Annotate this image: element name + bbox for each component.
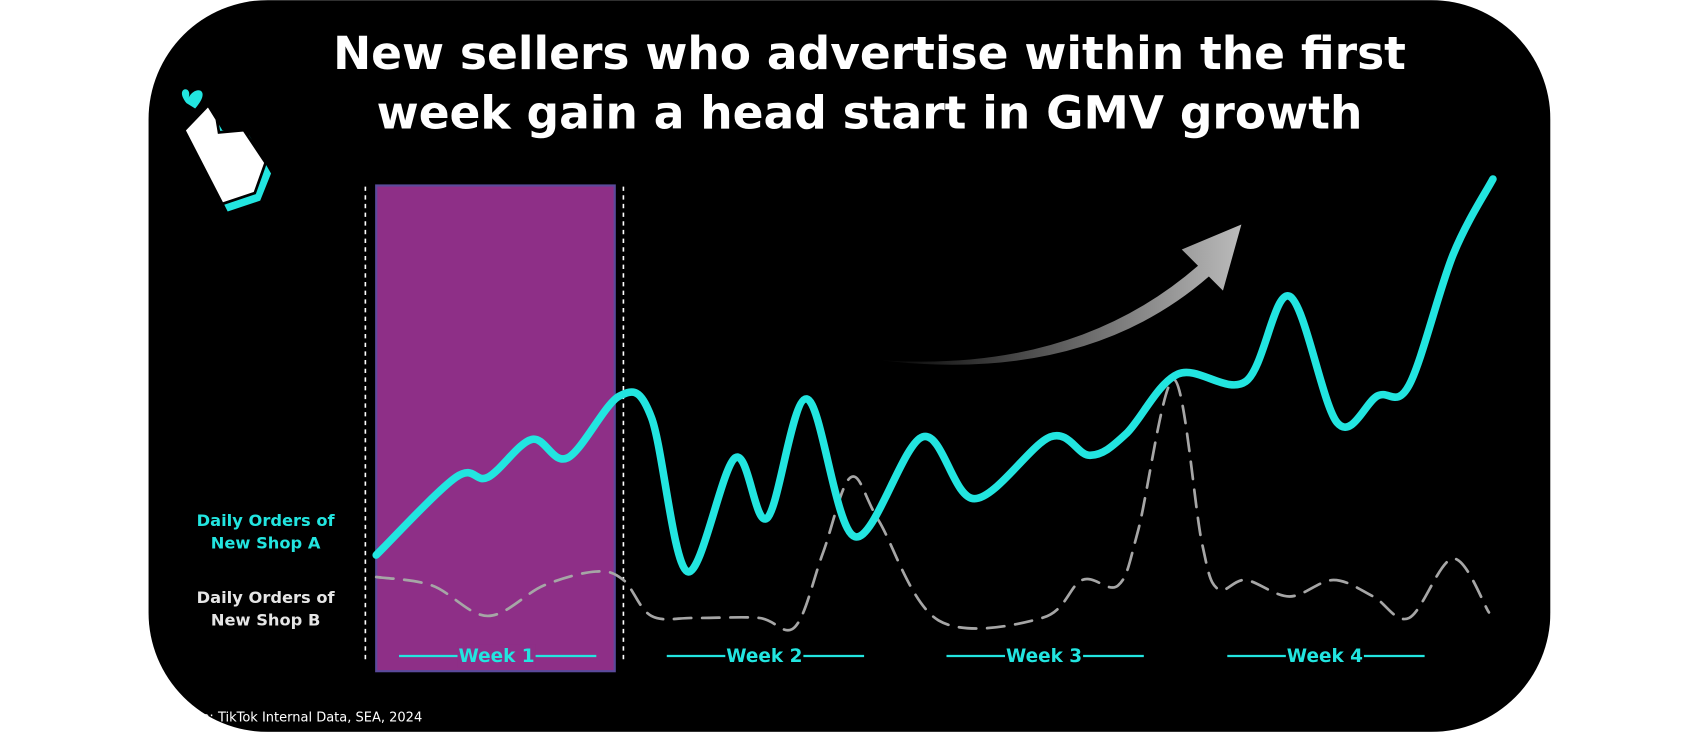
legend-entry: Daily Orders of New Shop A [196,510,335,554]
week-label: Week 4 [1287,646,1363,667]
card: New sellers who advertise within the fir… [148,0,1551,732]
legend-label: Daily Orders of New Shop B [196,587,335,630]
week-label: Week 1 [458,646,534,667]
legend-entry: Daily Orders of New Shop B [196,587,335,630]
series-line [372,175,1497,576]
week1-highlight [375,184,616,673]
week-label-bg [1005,644,1084,668]
chart-title: New sellers who advertise within the fir… [333,27,1406,80]
series-line [374,378,1491,632]
week-label: Week 2 [726,646,802,667]
source: Source: TikTok Internal Data, SEA, 2024 [165,710,422,725]
growth-arrow [878,224,1242,365]
hand-icon [181,89,272,212]
week-label: Week 3 [1006,646,1082,667]
week-label-bg [457,644,536,668]
week-label-bg [1285,644,1364,668]
plot: Daily Orders of New Shop A Daily Orders o… [196,175,1497,668]
week-label-bg [725,644,804,668]
legend-label: Daily Orders of New Shop A [196,510,335,554]
chart-title: week gain a head start in GMV growth [377,87,1363,140]
